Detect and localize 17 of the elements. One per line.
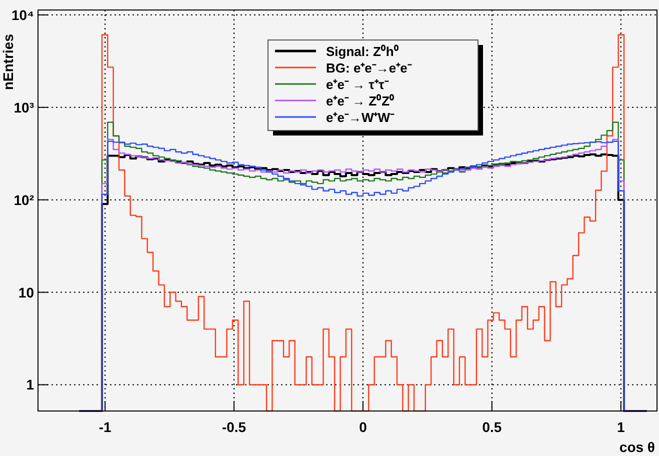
x-axis-title: cos θ	[619, 439, 655, 455]
y-tick-label: 1	[26, 376, 34, 393]
legend-label: BG: e⁺e⁻→e⁺e⁻	[326, 60, 412, 76]
x-tick-label: 0.5	[482, 419, 502, 435]
legend-label: e⁺e⁻ → Z⁰Z⁰	[326, 94, 395, 108]
legend-label: e⁺e⁻→W⁺W⁻	[326, 110, 395, 125]
legend-label: Signal: Z⁰h⁰	[326, 44, 399, 59]
x-tick-label: 1	[616, 419, 625, 435]
y-tick-label: 10⁴	[12, 6, 34, 23]
y-tick-label: 10	[18, 284, 34, 300]
y-tick-label: 10²	[14, 192, 34, 208]
x-tick-label: -0.5	[222, 419, 246, 435]
x-tick-label: -1	[98, 419, 112, 435]
x-tick-label: 0	[359, 419, 368, 435]
y-axis-title: nEntries	[0, 34, 16, 90]
y-tick-label: 10³	[14, 99, 34, 116]
legend-label: e⁺e⁻ → τ⁺τ⁻	[326, 77, 390, 92]
